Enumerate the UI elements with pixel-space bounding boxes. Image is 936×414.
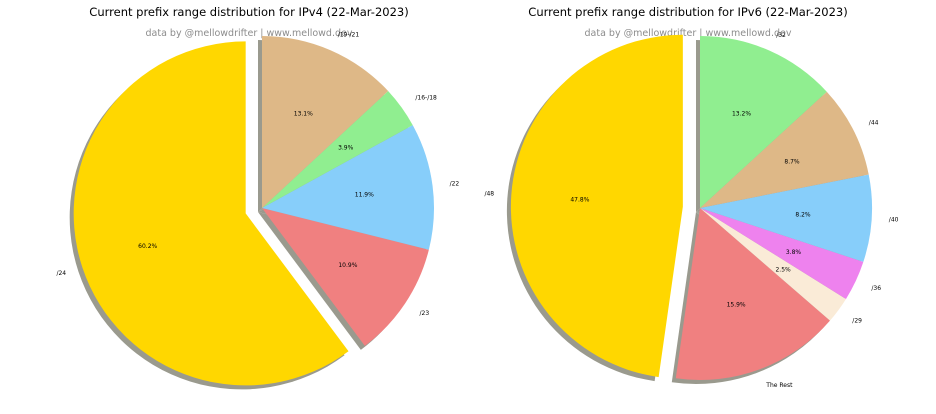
- ipv4-slice-22: [262, 125, 434, 250]
- ipv6-slice-36: [700, 208, 864, 299]
- ipv6-percentage-label: 47.8%: [570, 197, 589, 204]
- ipv6-slice-44: [700, 91, 869, 208]
- ipv4-pie-chart: Current prefix range distribution for IP…: [56, 5, 460, 390]
- ipv4-category-label: /22: [450, 181, 460, 188]
- ipv6-percentage-label: 13.2%: [732, 111, 751, 118]
- ipv4-slice-23: [262, 208, 429, 346]
- ipv6-percentage-label: 8.2%: [795, 211, 811, 218]
- ipv4-slice-19-21: [262, 36, 389, 208]
- ipv6-slice-the-rest: [675, 208, 830, 381]
- ipv6-category-label: /32: [776, 32, 786, 39]
- ipv6-percentage-label: 15.9%: [727, 302, 746, 309]
- ipv4-category-label: /19-/21: [338, 32, 360, 39]
- ipv4-percentage-label: 11.9%: [355, 192, 374, 199]
- ipv6-chart-title: Current prefix range distribution for IP…: [528, 5, 847, 19]
- ipv4-chart-title: Current prefix range distribution for IP…: [89, 5, 408, 19]
- ipv6-category-label: /44: [869, 119, 879, 126]
- ipv6-category-label: /29: [852, 317, 862, 324]
- ipv4-slice-16-18: [262, 91, 413, 208]
- ipv4-percentage-label: 60.2%: [138, 243, 157, 250]
- ipv4-slice-24: [73, 41, 349, 386]
- ipv6-slice-40: [700, 174, 873, 262]
- ipv6-chart-subtitle: data by @mellowdrifter | www.mellowd.dev: [585, 28, 792, 39]
- ipv4-percentage-label: 3.9%: [338, 145, 354, 152]
- ipv6-percentage-label: 2.5%: [775, 266, 791, 273]
- ipv6-category-label: /36: [871, 285, 881, 292]
- ipv4-category-label: /23: [420, 310, 430, 317]
- ipv4-category-label: /16-/18: [415, 94, 437, 101]
- ipv6-category-label: /48: [484, 190, 494, 197]
- ipv6-slice-48: [510, 34, 683, 378]
- ipv4-percentage-label: 13.1%: [294, 110, 313, 117]
- ipv6-category-label: The Rest: [765, 382, 793, 389]
- ipv6-percentage-label: 3.8%: [786, 249, 802, 256]
- ipv4-chart-subtitle: data by @mellowdrifter | www.mellowd.dev: [146, 28, 353, 39]
- ipv4-percentage-label: 10.9%: [338, 262, 357, 269]
- ipv6-percentage-label: 8.7%: [784, 158, 800, 165]
- ipv6-category-label: /40: [889, 217, 899, 224]
- ipv6-slice-29: [700, 208, 846, 321]
- ipv6-slice-32: [700, 36, 827, 208]
- ipv4-category-label: /24: [56, 270, 66, 277]
- ipv6-pie-chart: Current prefix range distribution for IP…: [484, 5, 898, 389]
